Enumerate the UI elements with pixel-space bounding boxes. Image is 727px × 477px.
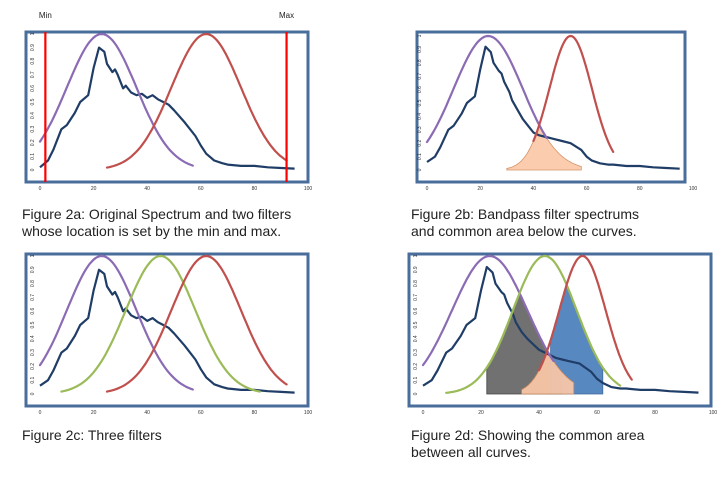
- y-tick-label: 1: [30, 254, 36, 257]
- y-tick-label: 0.6: [30, 308, 36, 315]
- y-tick-label: 0.2: [30, 363, 36, 370]
- y-tick-label: 0.6: [413, 308, 419, 315]
- y-tick-label: 0.3: [413, 349, 419, 356]
- y-tick-label: 0.7: [413, 294, 419, 301]
- x-tick-label: 60: [198, 410, 204, 416]
- chart-panel-2c: 0 0.1 0.2 0.3 0.4 0.5 0.6 0.7 0.8 0.9 1 0 20 40 60 80 10…: [22, 250, 313, 416]
- caption-2c: Figure 2c: Three filters: [22, 427, 162, 443]
- chart-frame: [24, 252, 310, 408]
- chart-panel-2a: 0 0.1 0.2 0.3 0.4 0.5 0.6 0.7 0.8 0.9 1 0 20 40 60 80 10…: [22, 11, 312, 192]
- filter-curve: [105, 32, 288, 169]
- x-tick-label: 20: [477, 186, 483, 192]
- y-tick-label: 0.4: [30, 112, 36, 119]
- x-tick-label: 0: [39, 410, 42, 416]
- y-tick-label: 0: [30, 392, 36, 395]
- filter-curve: [445, 254, 622, 394]
- filter-curve: [60, 254, 261, 393]
- y-tick-label: 0: [30, 168, 36, 171]
- y-tick-label: 0.3: [30, 126, 36, 133]
- y-tick-label: 1: [413, 254, 419, 257]
- y-tick-label: 0.9: [417, 46, 423, 53]
- x-tick-label: 0: [426, 186, 429, 192]
- y-tick-label: 0.3: [30, 349, 36, 356]
- chart-2a-svg: 0 0.1 0.2 0.3 0.4 0.5 0.6 0.7 0.8 0.9 1 0 20 40 60 80 10…: [24, 11, 312, 192]
- y-tick-label: 0.5: [30, 321, 36, 328]
- y-tick-label: 1: [30, 32, 36, 35]
- y-tick-label: 0.8: [30, 58, 36, 65]
- filter-curve: [425, 34, 548, 144]
- y-tick-label: 0.9: [30, 44, 36, 51]
- y-tick-label: 0.8: [417, 59, 423, 66]
- y-tick-label: 0: [413, 392, 419, 395]
- y-tick-label: 0.9: [413, 266, 419, 273]
- x-tick-label: 60: [594, 410, 600, 416]
- y-tick-label: 0.4: [413, 335, 419, 342]
- filter-curve: [38, 254, 194, 391]
- y-tick-label: 0.4: [30, 335, 36, 342]
- x-tick-label: 40: [144, 410, 150, 416]
- x-tick-label: 0: [422, 410, 425, 416]
- chart-2b-svg: 0 0.1 0.2 0.3 0.4 0.5 0.6 0.7 0.8 0.9 1 0 20 40 60 80 10…: [415, 30, 697, 192]
- x-tick-label: 100: [304, 186, 313, 192]
- y-tick-label: 0.9: [30, 266, 36, 273]
- y-tick-label: 0.7: [30, 71, 36, 78]
- x-tick-label: 100: [304, 410, 313, 416]
- filter-curve: [38, 32, 194, 167]
- spectrum-curve: [426, 45, 680, 170]
- x-tick-label: 80: [252, 186, 258, 192]
- x-tick-label: 60: [584, 186, 590, 192]
- y-tick-label: 0.1: [30, 377, 36, 384]
- chart-frame: [24, 30, 310, 184]
- y-tick-label: 0.2: [30, 139, 36, 146]
- x-tick-label: 40: [536, 410, 542, 416]
- y-tick-label: 0.5: [30, 98, 36, 105]
- x-tick-label: 100: [689, 186, 698, 192]
- chart-panel-2b: 0 0.1 0.2 0.3 0.4 0.5 0.6 0.7 0.8 0.9 1 0 20 40 60 80 10…: [413, 28, 697, 192]
- y-tick-label: 0.1: [30, 153, 36, 160]
- chart-2d-svg: 0 0.1 0.2 0.3 0.4 0.5 0.6 0.7 0.8 0.9 1 0 20 40 60 80 10…: [407, 252, 718, 416]
- y-tick-label: 0.8: [30, 280, 36, 287]
- chart-panel-2d: 0 0.1 0.2 0.3 0.4 0.5 0.6 0.7 0.8 0.9 1 0 20 40 60 80 10…: [405, 250, 718, 416]
- y-tick-label: 0: [417, 168, 423, 171]
- x-tick-label: 40: [144, 186, 150, 192]
- y-tick-label: 0.3: [417, 126, 423, 133]
- y-tick-label: 0.7: [30, 294, 36, 301]
- y-tick-label: 0.6: [30, 85, 36, 92]
- marker-label: Max: [279, 11, 294, 20]
- y-tick-label: 1: [417, 34, 423, 37]
- y-tick-label: 0.7: [417, 73, 423, 80]
- y-tick-label: 0.6: [417, 86, 423, 93]
- x-tick-label: 80: [652, 410, 658, 416]
- x-tick-label: 20: [478, 410, 484, 416]
- x-tick-label: 40: [531, 186, 537, 192]
- y-tick-label: 0.5: [413, 321, 419, 328]
- caption-2d: Figure 2d: Showing the common area betwe…: [411, 427, 645, 460]
- x-tick-label: 20: [91, 186, 97, 192]
- x-tick-label: 20: [91, 410, 97, 416]
- marker-label: Min: [39, 11, 52, 20]
- filter-curve: [537, 254, 633, 381]
- filter-curve: [421, 254, 555, 367]
- x-tick-label: 0: [39, 186, 42, 192]
- y-tick-label: 0.2: [413, 363, 419, 370]
- y-tick-label: 0.2: [417, 140, 423, 147]
- y-tick-label: 0.5: [417, 99, 423, 106]
- caption-2b: Figure 2b: Bandpass filter spectrums and…: [411, 206, 639, 239]
- filter-curve: [532, 34, 615, 153]
- y-tick-label: 0.8: [413, 280, 419, 287]
- chart-2c-svg: 0 0.1 0.2 0.3 0.4 0.5 0.6 0.7 0.8 0.9 1 0 20 40 60 80 10…: [24, 252, 313, 416]
- x-tick-label: 60: [198, 186, 204, 192]
- x-tick-label: 80: [252, 410, 258, 416]
- y-tick-label: 0.4: [417, 113, 423, 120]
- caption-2a: Figure 2a: Original Spectrum and two fil…: [22, 206, 292, 239]
- y-tick-label: 0.1: [417, 153, 423, 160]
- filter-curve: [105, 254, 288, 393]
- x-tick-label: 80: [637, 186, 643, 192]
- spectrum-curve: [422, 265, 699, 394]
- x-tick-label: 100: [709, 410, 718, 416]
- y-tick-label: 0.1: [413, 377, 419, 384]
